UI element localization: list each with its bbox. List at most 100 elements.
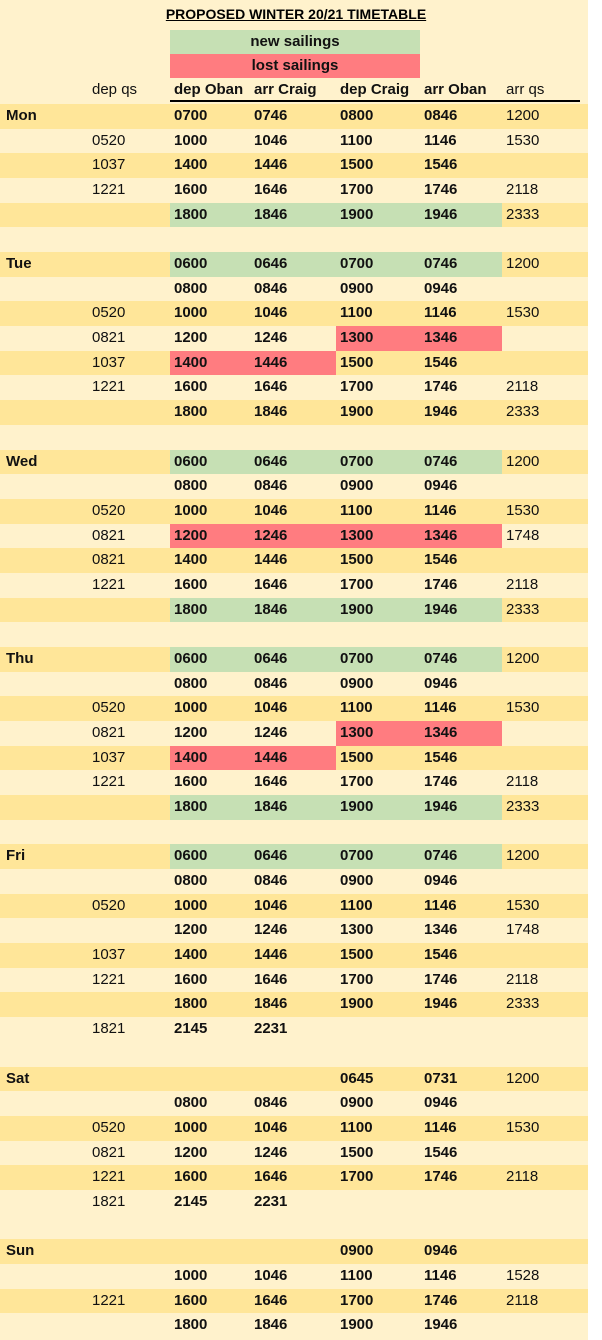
title: PROPOSED WINTER 20/21 TIMETABLE (165, 6, 427, 22)
time-cell: 0600 (174, 255, 208, 273)
cell-highlight (336, 721, 420, 746)
time-cell: 1546 (424, 748, 458, 766)
cell-highlight (250, 252, 336, 277)
time-cell: 1600 (174, 575, 208, 593)
time-cell: 1700 (340, 1291, 374, 1309)
time-cell: 1530 (506, 1118, 540, 1136)
time-cell: 1146 (424, 699, 457, 717)
time-cell: 1100 (340, 896, 373, 914)
time-cell: 1046 (254, 699, 288, 717)
time-cell: 1800 (174, 798, 208, 816)
column-header: arr Craig (254, 81, 317, 98)
time-cell: 1100 (340, 699, 373, 717)
time-cell: 1800 (174, 995, 208, 1013)
time-cell: 1546 (424, 1143, 458, 1161)
cell-highlight (250, 597, 336, 623)
row-band (0, 153, 588, 179)
row-band (0, 1066, 588, 1092)
time-cell: 1500 (340, 946, 374, 964)
time-cell: 1446 (254, 748, 288, 766)
cell-highlight (250, 523, 336, 549)
time-cell: 2333 (506, 798, 540, 816)
time-cell: 1100 (340, 131, 373, 149)
time-cell: 0846 (424, 107, 458, 124)
time-cell: 1200 (174, 724, 208, 741)
row-band (0, 1239, 588, 1264)
time-cell: 0946 (424, 872, 458, 890)
time-cell: 1530 (506, 896, 540, 914)
time-cell: 1800 (174, 1316, 208, 1334)
time-cell: 1746 (424, 970, 458, 988)
cell-highlight (336, 646, 420, 672)
cell-highlight (170, 523, 250, 549)
cell-highlight (250, 745, 336, 771)
cell-highlight (336, 597, 420, 623)
cell-highlight (170, 252, 250, 277)
time-cell: 1900 (340, 1316, 374, 1334)
time-cell: 2333 (506, 403, 540, 421)
time-cell: 0520 (92, 304, 126, 322)
header-rule (170, 100, 580, 102)
time-cell: 1900 (340, 205, 374, 223)
time-cell: 0800 (174, 477, 208, 495)
cell-highlight (336, 523, 420, 549)
time-cell: 1946 (424, 1316, 458, 1334)
time-cell: 1000 (174, 131, 208, 149)
time-cell: 1846 (254, 1316, 288, 1334)
cell-highlight (170, 449, 250, 475)
time-cell: 1346 (424, 921, 458, 939)
time-cell: 1221 (92, 970, 126, 988)
time-cell: 1530 (506, 501, 540, 519)
time-cell: 1246 (254, 526, 288, 544)
time-cell: 1221 (92, 773, 126, 791)
time-cell: 1000 (174, 1266, 208, 1284)
time-cell: 1546 (424, 156, 458, 174)
time-cell: 0900 (340, 1242, 374, 1260)
column-header: arr qs (506, 81, 545, 98)
time-cell: 1700 (340, 181, 374, 199)
time-cell: 1246 (254, 1143, 288, 1161)
time-cell: 1100 (340, 304, 373, 322)
time-cell: 2333 (506, 205, 540, 223)
time-cell: 0946 (424, 1242, 458, 1260)
time-cell: 1200 (174, 921, 208, 939)
time-cell: 0946 (424, 674, 458, 692)
row-band (0, 104, 588, 129)
time-cell: 2333 (506, 600, 540, 618)
time-cell: 2333 (506, 995, 540, 1013)
time-cell: 0520 (92, 501, 126, 519)
legend-label: lost sailings (251, 57, 339, 74)
time-cell: 1200 (506, 452, 540, 470)
time-cell: 1946 (424, 403, 458, 421)
time-cell: 1246 (254, 724, 288, 741)
time-cell: 1900 (340, 798, 374, 816)
time-cell: 1221 (92, 1168, 126, 1186)
time-cell: 1748 (506, 526, 540, 544)
time-cell: 0600 (174, 847, 208, 865)
time-cell: 1500 (340, 353, 374, 371)
time-cell: 1446 (254, 551, 288, 569)
day-label: Sun (6, 1242, 35, 1260)
time-cell: 0821 (92, 551, 126, 569)
time-cell: 1037 (92, 946, 126, 964)
time-cell: 1546 (424, 551, 458, 569)
time-cell: 1900 (340, 600, 374, 618)
time-cell: 1821 (92, 1192, 126, 1210)
time-cell: 1221 (92, 378, 126, 396)
time-cell: 1700 (340, 773, 374, 791)
cell-highlight (420, 646, 502, 672)
time-cell: 1200 (174, 1143, 208, 1161)
time-cell: 1146 (424, 501, 457, 519)
time-cell: 2118 (506, 575, 539, 593)
time-cell: 1746 (424, 575, 458, 593)
time-cell: 1646 (254, 378, 288, 396)
time-cell: 0700 (340, 452, 374, 470)
time-cell: 1100 (340, 1118, 373, 1136)
cell-highlight (250, 350, 336, 376)
cell-highlight (420, 449, 502, 475)
cell-highlight (336, 844, 420, 870)
time-cell: 1046 (254, 304, 288, 322)
time-cell: 1846 (254, 995, 288, 1013)
time-cell: 1246 (254, 329, 288, 347)
